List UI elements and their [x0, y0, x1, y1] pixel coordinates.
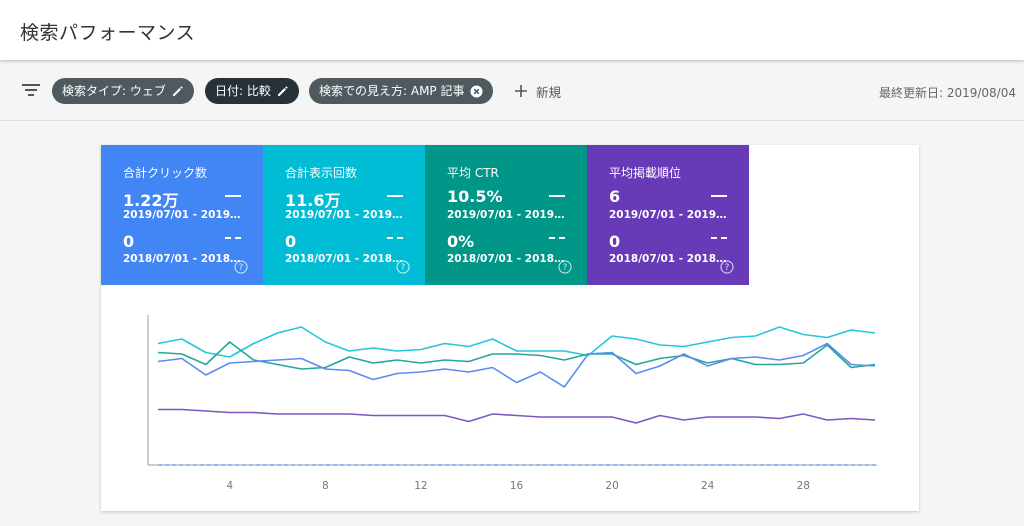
metric-value-previous: 0 — [285, 232, 297, 251]
metric-range-current: 2019/07/01 - 2019/07/31 — [123, 209, 243, 221]
metric-tile-position[interactable]: 平均掲載順位 6 2019/07/01 - 2019/07/31 0 2018/… — [587, 145, 749, 285]
metric-value-previous: 0% — [447, 232, 475, 251]
metric-tile-clicks[interactable]: 合計クリック数 1.22万 2019/07/01 - 2019/07/31 0 … — [101, 145, 263, 285]
help-icon[interactable]: ? — [234, 260, 248, 274]
help-icon[interactable]: ? — [396, 260, 410, 274]
solid-line-legend-icon — [387, 195, 403, 197]
metric-tile-ctr[interactable]: 平均 CTR 10.5% 2019/07/01 - 2019/07/31 0% … — [425, 145, 587, 285]
x-tick-label: 20 — [605, 480, 618, 492]
metric-value-current: 1.22万 — [123, 191, 179, 210]
dashed-line-legend-icon — [711, 237, 727, 241]
filter-chip-label: 日付: 比較 — [215, 84, 271, 98]
metric-range-current: 2019/07/01 - 2019/07/31 — [447, 209, 567, 221]
metric-value-previous: 0 — [609, 232, 621, 251]
filter-chip-date[interactable]: 日付: 比較 — [205, 78, 299, 104]
x-tick-label: 28 — [797, 480, 810, 492]
close-icon[interactable] — [470, 85, 483, 98]
filter-chip-label: 検索タイプ: ウェブ — [62, 84, 166, 98]
filter-bar: 検索タイプ: ウェブ 日付: 比較 検索での見え方: AMP 記事 新規 最終更… — [0, 60, 1024, 121]
plus-icon — [515, 85, 527, 97]
metric-range-previous: 2018/07/01 - 2018/07/31 — [609, 253, 729, 265]
line-chart: 4 8 12 16 20 24 28 — [147, 315, 877, 492]
svg-text:?: ? — [563, 263, 568, 273]
metric-range-previous: 2018/07/01 - 2018/07/31 — [447, 253, 567, 265]
metric-value-previous: 0 — [123, 232, 135, 251]
metric-label: 平均 CTR — [447, 166, 499, 180]
metric-value-current: 10.5% — [447, 187, 503, 206]
last-updated: 最終更新日: 2019/08/04 — [878, 86, 1016, 100]
help-icon[interactable]: ? — [720, 260, 734, 274]
add-filter-label: 新規 — [536, 84, 562, 100]
performance-card: 合計クリック数 1.22万 2019/07/01 - 2019/07/31 0 … — [101, 145, 919, 511]
series-line-1 — [157, 341, 876, 370]
filter-chip-search-type[interactable]: 検索タイプ: ウェブ — [52, 78, 194, 104]
x-tick-label: 12 — [414, 480, 427, 492]
add-filter-button[interactable]: 新規 — [514, 80, 561, 102]
metric-label: 合計クリック数 — [123, 166, 208, 180]
series-line-3 — [158, 408, 876, 424]
app-header: 検索パフォーマンス — [0, 0, 1024, 60]
x-tick-label: 24 — [701, 480, 715, 492]
x-tick-label: 4 — [226, 480, 233, 492]
solid-line-legend-icon — [549, 195, 565, 197]
series-line-2 — [157, 342, 876, 388]
performance-chart: 4 8 12 16 20 24 28 — [101, 285, 919, 511]
filter-chip-search-appearance[interactable]: 検索での見え方: AMP 記事 — [309, 78, 494, 104]
solid-line-legend-icon — [225, 195, 241, 197]
filter-icon[interactable] — [22, 83, 40, 97]
metric-label: 合計表示回数 — [285, 166, 358, 180]
svg-text:?: ? — [725, 263, 730, 273]
help-icon[interactable]: ? — [558, 260, 572, 274]
page-title: 検索パフォーマンス — [20, 22, 196, 44]
metric-range-current: 2019/07/01 - 2019/07/31 — [609, 209, 729, 221]
x-tick-label: 16 — [510, 480, 524, 492]
series-line-0 — [157, 326, 876, 358]
edit-icon[interactable] — [172, 85, 184, 97]
metric-label: 平均掲載順位 — [609, 166, 682, 180]
x-tick-label: 8 — [322, 480, 329, 492]
dashed-line-legend-icon — [549, 237, 565, 241]
metric-range-previous: 2018/07/01 - 2018/07/31 — [285, 253, 405, 265]
metric-range-current: 2019/07/01 - 2019/07/31 — [285, 209, 405, 221]
filter-chip-label: 検索での見え方: AMP 記事 — [319, 84, 465, 98]
dashed-line-legend-icon — [387, 237, 403, 241]
edit-icon[interactable] — [277, 85, 289, 97]
svg-text:?: ? — [401, 263, 406, 273]
metric-value-current: 11.6万 — [285, 191, 341, 210]
metric-range-previous: 2018/07/01 - 2018/07/31 — [123, 253, 243, 265]
svg-text:?: ? — [239, 263, 244, 273]
dashed-line-legend-icon — [225, 237, 241, 241]
metric-tile-impressions[interactable]: 合計表示回数 11.6万 2019/07/01 - 2019/07/31 0 2… — [263, 145, 425, 285]
metric-value-current: 6 — [609, 187, 621, 206]
solid-line-legend-icon — [711, 195, 727, 197]
